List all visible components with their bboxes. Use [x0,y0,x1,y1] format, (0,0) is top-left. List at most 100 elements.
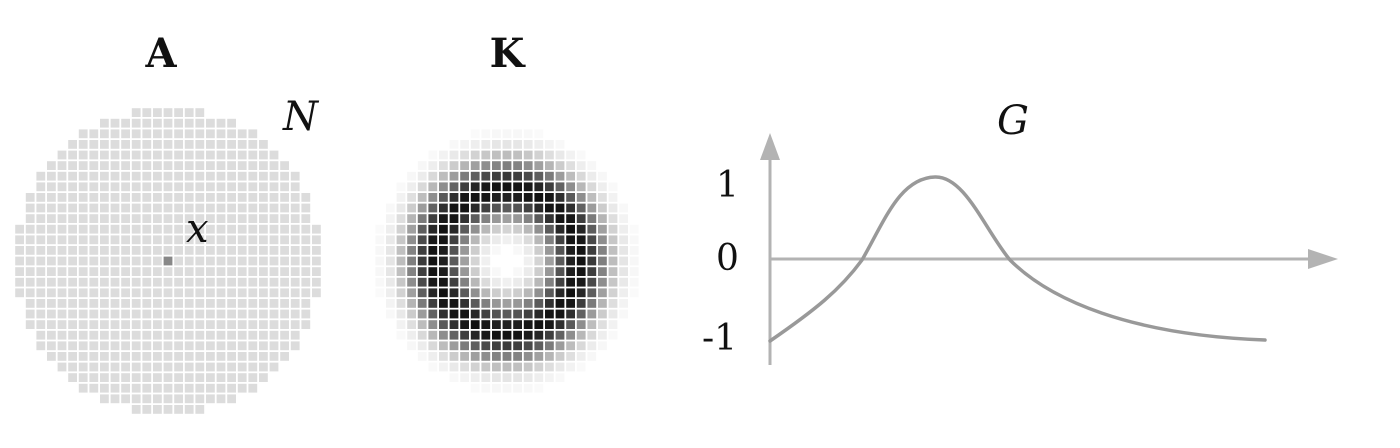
neighbor-cell [248,362,258,372]
neighbor-cell [153,214,162,223]
neighbor-cell [121,214,130,223]
neighbor-cell [280,352,289,361]
kernel-cell [492,383,501,393]
kernel-cell [608,246,618,255]
kernel-cell [460,320,469,329]
neighbor-cell [142,341,152,351]
neighbor-cell [163,161,173,170]
kernel-cell [566,193,575,202]
neighbor-cell [195,150,205,160]
neighbor-cell [269,330,279,340]
neighbor-cell [163,235,173,245]
kernel-cell [534,383,544,393]
kernel-cell [513,309,522,319]
neighbor-cell [121,161,130,170]
kernel-cell [481,383,491,393]
neighbor-cell [110,309,120,319]
neighbor-cell [68,224,77,234]
kernel-cell [439,256,448,266]
kernel-cell [439,277,448,287]
neighbor-cell [57,182,67,192]
kernel-cell [555,299,565,308]
kernel-cell [460,373,469,382]
kernel-cell [523,341,533,351]
neighbor-cell [237,256,247,266]
neighbor-cell [142,214,152,223]
kernel-cell [545,161,554,170]
kernel-cell [481,256,491,266]
neighbor-cell [121,150,130,160]
neighbor-cell [78,203,88,213]
kernel-cell [492,193,501,202]
neighbor-cell [153,193,162,202]
neighbor-cell [25,193,35,202]
neighbor-cell [100,352,109,361]
neighbor-cell [184,405,194,414]
neighbor-cell [89,214,99,223]
neighbor-cell [131,193,141,202]
neighbor-cell [237,235,247,245]
neighbor-cell [110,246,120,255]
kernel-cell [481,140,491,149]
neighbor-cell [174,341,183,351]
neighbor-cell [206,129,215,139]
neighbor-cell [206,394,215,404]
neighbor-cell [301,193,311,202]
kernel-cell [629,277,639,287]
kernel-cell [534,224,544,234]
kernel-cell [449,352,459,361]
kernel-cell [523,373,533,382]
neighbor-cell [248,182,258,192]
neighbor-cell [142,203,152,213]
neighbor-cell [195,182,205,192]
kernel-cell [598,171,607,181]
neighbor-cell [216,299,226,308]
neighbor-cell [78,182,88,192]
kernel-cell [470,256,480,266]
neighbor-cell [121,235,130,245]
neighbor-cell [121,256,130,266]
neighbor-cell [25,277,35,287]
neighbor-cell [184,235,194,245]
x-axis-arrow [1308,249,1338,269]
neighbor-cell [280,330,289,340]
kernel-cell [566,299,575,308]
kernel-cell [513,214,522,223]
neighbor-cell [57,309,67,319]
neighbor-cell [121,203,130,213]
neighbor-cell [15,267,24,276]
neighbor-cell [121,309,130,319]
neighbor-cell [100,341,109,351]
kernel-cell [523,352,533,361]
kernel-cell [492,182,501,192]
neighbor-cell [227,309,236,319]
kernel-cell [481,330,491,340]
neighbor-cell [280,193,289,202]
neighbor-cell [100,320,109,329]
neighbor-cell [237,182,247,192]
neighbor-cell [227,383,236,393]
neighbor-cell [100,118,109,128]
neighbor-cell [36,235,46,245]
kernel-cell [598,288,607,298]
kernel-cell [523,256,533,266]
kernel-cell [629,224,639,234]
neighbor-cell [312,224,321,234]
neighbor-cell [216,150,226,160]
kernel-cell [375,267,385,276]
kernel-cell [470,341,480,351]
kernel-cell [513,341,522,351]
kernel-cell [386,267,395,276]
neighbor-cell [237,140,247,149]
kernel-cell [587,288,597,298]
kernel-cell [587,277,597,287]
neighbor-cell [153,161,162,170]
kernel-cell [481,182,491,192]
kernel-cell [513,140,522,149]
kernel-cell [439,161,448,170]
kernel-cell [396,330,406,340]
neighbor-cell [290,267,300,276]
kernel-cell [439,299,448,308]
neighbor-cell [110,140,120,149]
kernel-cell [608,256,618,266]
